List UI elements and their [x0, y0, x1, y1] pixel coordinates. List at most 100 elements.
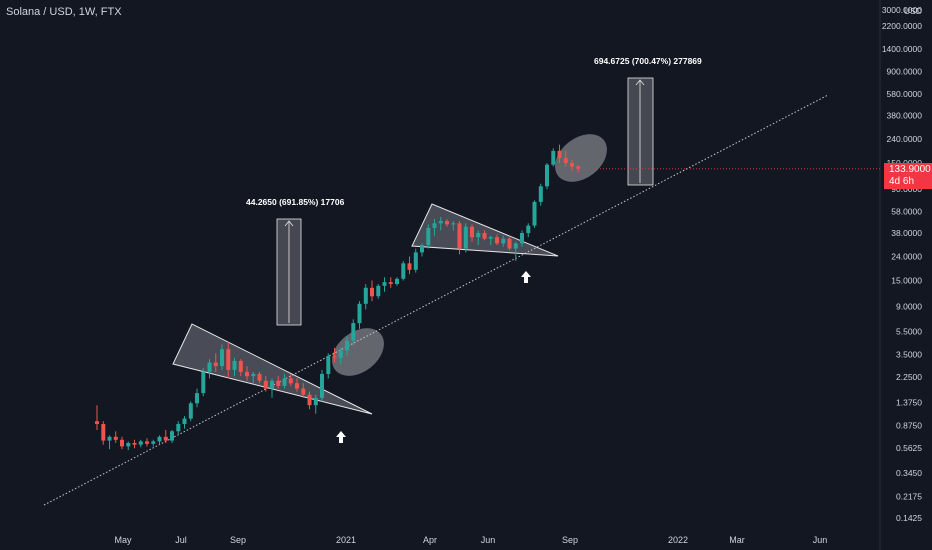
time-axis[interactable]: May Jul Sep 2021 Apr Jun Sep 2022 Mar Jun: [114, 535, 827, 545]
candle-body: [513, 243, 518, 249]
candle: [232, 357, 237, 377]
price-tick-label: 2.2500: [896, 372, 922, 382]
candle-body: [276, 380, 281, 386]
candle: [126, 441, 131, 450]
candle: [438, 217, 443, 231]
measure-label-1: 44.2650 (691.85%) 17706: [246, 197, 345, 207]
candle: [545, 163, 549, 190]
candle: [326, 353, 331, 379]
candle-body: [295, 383, 299, 389]
time-tick-label: Jul: [175, 535, 187, 545]
candle-body: [351, 323, 356, 341]
candle-body: [395, 278, 399, 284]
measure-box-2[interactable]: [627, 77, 654, 186]
price-tick-label: 2200.0000: [882, 21, 922, 31]
candle: [407, 256, 412, 275]
candle: [507, 237, 512, 251]
price-tick-label: 3.5000: [896, 350, 922, 360]
price-tick-label: 9.0000: [896, 302, 922, 312]
price-tick-label: 5.5000: [896, 327, 922, 337]
candle: [163, 430, 168, 443]
candle-body: [476, 233, 481, 238]
up-arrow-icon: [336, 431, 346, 443]
trend-line[interactable]: [43, 94, 829, 506]
candle: [457, 221, 462, 255]
candle: [251, 371, 256, 384]
price-tick-label: 0.8750: [896, 420, 922, 430]
candle-body: [376, 285, 381, 297]
candle: [388, 277, 393, 288]
candle-body: [501, 238, 506, 244]
candle: [557, 144, 562, 163]
candle: [451, 221, 456, 231]
candle-body: [413, 252, 418, 270]
candle: [313, 394, 318, 414]
current-price-tag: 133.9000 4d 6h: [884, 163, 932, 189]
time-tick-label: Sep: [562, 535, 578, 545]
time-tick-label: May: [114, 535, 132, 545]
candle: [513, 241, 518, 261]
candle-body: [313, 397, 318, 406]
candle: [482, 230, 487, 241]
candle: [132, 439, 137, 449]
candle-body: [370, 287, 374, 297]
candle: [463, 223, 468, 253]
price-tick-label: 90.0000: [891, 184, 922, 194]
candle: [288, 373, 293, 386]
price-tick-label: 15.0000: [891, 276, 922, 286]
candle: [151, 439, 156, 447]
candle-body: [207, 362, 212, 372]
candle: [157, 435, 162, 445]
candle: [226, 341, 231, 379]
measure-label-2: 694.6725 (700.47%) 277869: [594, 56, 702, 66]
candle: [95, 405, 99, 430]
breakout-ellipse-1[interactable]: [323, 318, 393, 385]
price-tick-label: 0.5625: [896, 443, 922, 453]
candle-body: [538, 186, 543, 202]
candle-body: [176, 424, 181, 432]
candle: [138, 439, 143, 448]
price-tick-label: 900.0000: [887, 67, 923, 77]
breakout-ellipse-2[interactable]: [546, 124, 616, 191]
candle: [245, 366, 249, 381]
candle-body: [188, 403, 193, 419]
time-tick-label: Jun: [481, 535, 496, 545]
candle-body: [163, 436, 168, 441]
time-tick-label: Mar: [729, 535, 745, 545]
candle-body: [557, 150, 562, 159]
candle: [276, 376, 281, 389]
candle-body: [457, 223, 462, 249]
candle: [563, 150, 568, 167]
candle-body: [451, 223, 456, 225]
price-tick-label: 38.0000: [891, 228, 922, 238]
candle-body: [101, 424, 106, 441]
price-tick-label: 0.3450: [896, 468, 922, 478]
candle: [307, 391, 312, 410]
candle-body: [345, 340, 349, 351]
candle-body: [426, 227, 431, 246]
candle: [382, 277, 387, 292]
candle-body: [307, 394, 312, 406]
up-arrow-icon: [521, 271, 531, 283]
price-tick-label: 3000.0000: [882, 5, 922, 15]
candle: [332, 347, 337, 363]
bar-countdown: 4d 6h: [889, 176, 915, 187]
candle: [401, 260, 406, 281]
candles: [95, 144, 880, 450]
candle-body: [532, 201, 537, 226]
price-axis[interactable]: 3000.0000 2200.0000 1400.0000 900.0000 580.0…: [882, 5, 922, 523]
candle: [363, 284, 368, 310]
candle-body: [463, 226, 468, 249]
candle-body: [401, 263, 406, 279]
candle-body: [407, 263, 412, 270]
candle-body: [201, 371, 206, 394]
candle-body: [382, 282, 387, 286]
candle-body: [482, 233, 487, 239]
candle-body: [432, 223, 437, 228]
chart-title: Solana / USD, 1W, FTX: [6, 6, 122, 18]
candle-body: [338, 350, 343, 358]
candle: [376, 284, 381, 299]
candle: [345, 336, 349, 357]
